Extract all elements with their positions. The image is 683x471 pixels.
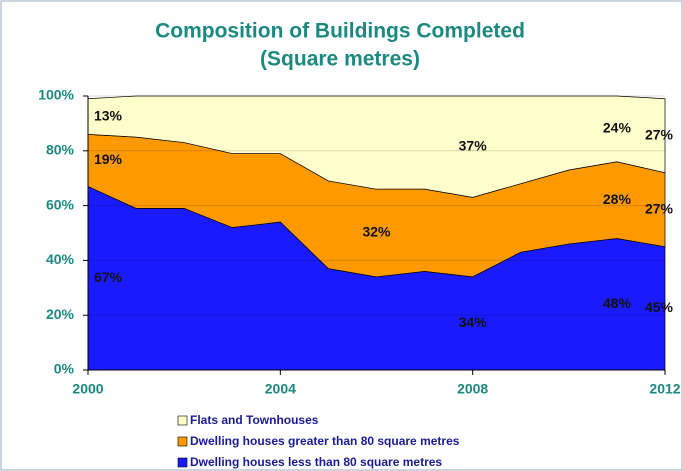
legend-label: Flats and Townhouses: [190, 413, 319, 427]
y-tick-label: 0%: [54, 361, 75, 377]
area: [87, 95, 666, 198]
legend-swatch: [177, 457, 188, 468]
y-tick-label: 100%: [38, 87, 74, 103]
x-tick-label: 2000: [72, 381, 103, 397]
value-label: 67%: [94, 269, 123, 285]
value-label: 48%: [603, 295, 632, 311]
value-label: 34%: [459, 314, 488, 330]
value-label: 19%: [94, 151, 123, 167]
legend-swatch: [177, 415, 188, 426]
legend-label: Dwelling houses less than 80 square metr…: [190, 455, 442, 469]
y-tick-label: 80%: [46, 142, 75, 158]
chart-subtitle: (Square metres): [260, 48, 420, 71]
x-tick-label: 2008: [457, 381, 488, 397]
value-label: 28%: [603, 191, 632, 207]
y-tick-label: 40%: [46, 251, 75, 267]
value-label: 45%: [645, 299, 674, 315]
y-tick-label: 20%: [46, 306, 75, 322]
legend-label: Dwelling houses greater than 80 square m…: [190, 434, 460, 448]
chart-title: Composition of Buildings Completed: [155, 20, 525, 43]
value-label: 37%: [459, 137, 488, 153]
value-label: 32%: [362, 224, 391, 240]
value-label: 24%: [603, 120, 632, 136]
value-label: 27%: [645, 200, 674, 216]
x-tick-label: 2012: [649, 381, 680, 397]
legend-swatch: [177, 436, 188, 447]
value-label: 13%: [94, 107, 123, 123]
y-tick-label: 60%: [46, 196, 75, 212]
value-label: 27%: [645, 126, 674, 142]
x-tick-label: 2004: [265, 381, 296, 397]
